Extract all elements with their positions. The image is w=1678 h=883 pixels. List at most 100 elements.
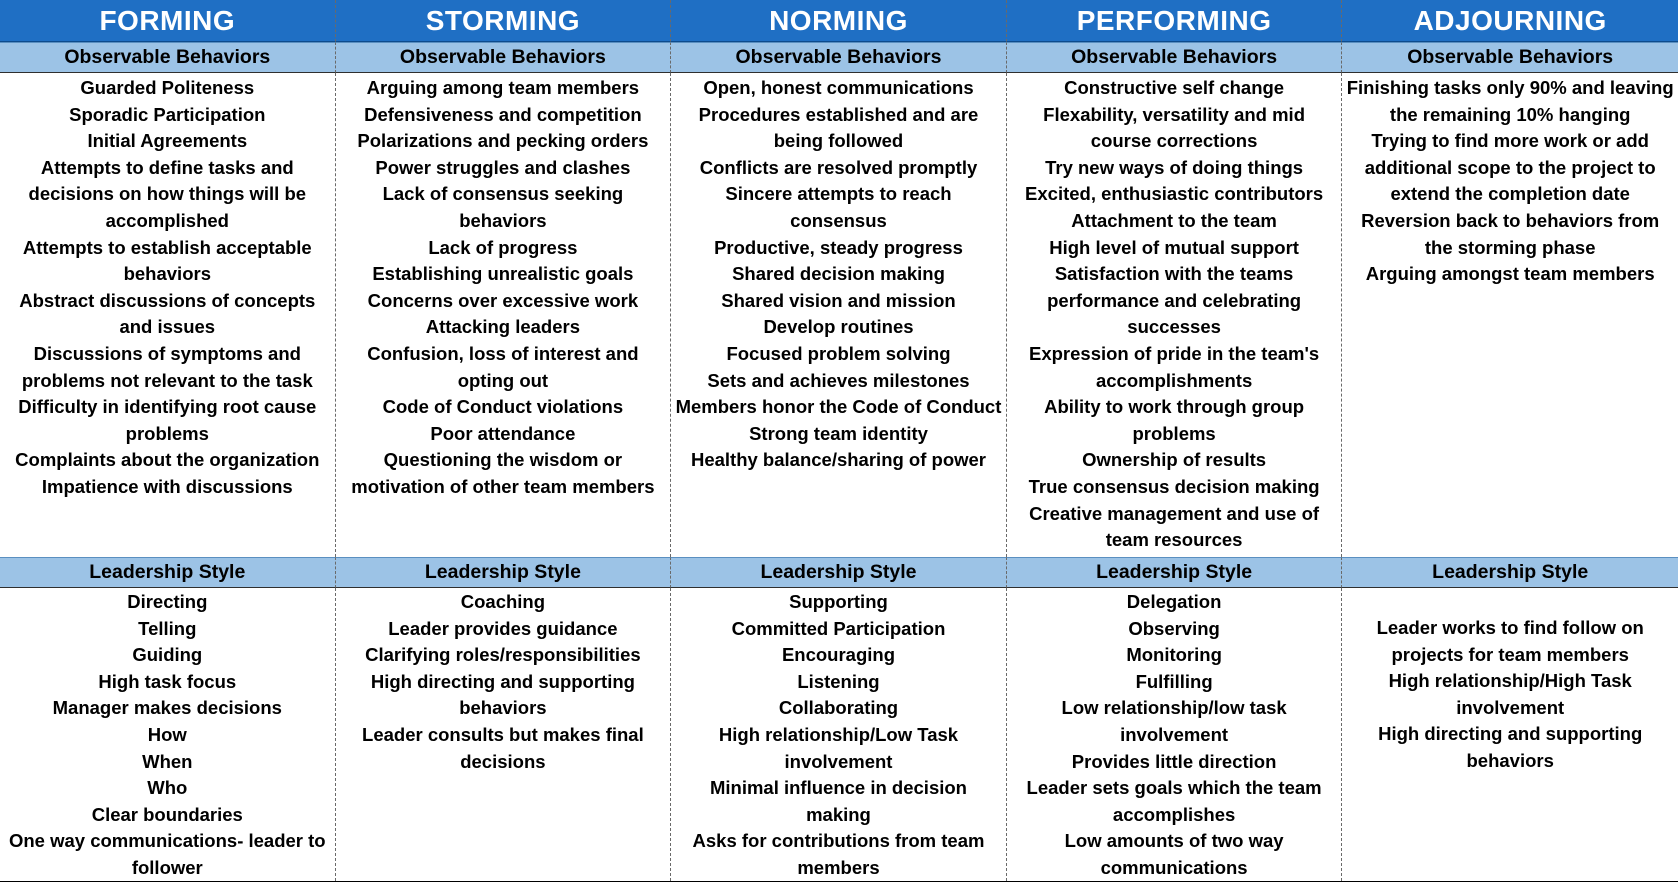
list-item: True consensus decision making <box>1028 475 1320 497</box>
list-item: Reversion back to behaviors from the sto… <box>1361 209 1660 258</box>
list-item: Ability to work through group problems <box>1044 396 1305 444</box>
list-item: Who <box>147 777 188 799</box>
behaviors-cell-adjourning: Finishing tasks only 90% and leaving the… <box>1342 73 1678 557</box>
list-item: Expression of pride in the team's accomp… <box>1028 342 1320 391</box>
list-item: Listening <box>797 670 880 692</box>
list-item: Fulfilling <box>1135 670 1213 692</box>
list-item: Polarizations and pecking orders <box>357 130 649 152</box>
list-item: Lack of progress <box>428 236 578 258</box>
list-item: Guarded Politeness <box>80 77 255 98</box>
leadership-cell-norming: Supporting Committed Participation Encoura… <box>671 588 1007 881</box>
list-item: Minimal influence in decision making <box>709 777 967 825</box>
list-item: Leader provides guidance <box>388 617 618 639</box>
stage-header-performing: PERFORMING <box>1006 0 1343 42</box>
list-item: Attachment to the team <box>1071 209 1277 231</box>
list-item: Guiding <box>132 644 203 666</box>
list-item: Low amounts of two way communications <box>1064 830 1284 878</box>
list-item: Questioning the wisdom or motivation of … <box>351 449 655 497</box>
list-item: Shared decision making <box>732 263 945 285</box>
leadership-list: Directing Telling Guiding High task focus Ma… <box>4 589 331 881</box>
list-item: Monitoring <box>1126 644 1222 666</box>
list-item: Satisfaction with the teams performance … <box>1047 263 1302 338</box>
list-item: Telling <box>138 617 197 639</box>
behaviors-header-performing: Observable Behaviors <box>1006 42 1343 73</box>
list-item: Leader sets goals which the team accompl… <box>1026 777 1322 825</box>
list-item: Poor attendance <box>430 422 576 444</box>
list-item: Confusion, loss of interest and opting o… <box>367 342 639 391</box>
behaviors-list: Open, honest communications Procedures es… <box>675 75 1002 474</box>
list-item: Discussions of symptoms and problems not… <box>21 342 313 391</box>
list-item: Procedures established and are being fol… <box>698 103 979 152</box>
list-item: Trying to find more work or add addition… <box>1364 130 1656 205</box>
list-item: Supporting <box>789 591 888 612</box>
list-item: High level of mutual support <box>1049 236 1299 258</box>
list-item: Arguing among team members <box>366 77 640 98</box>
behaviors-list: Arguing among team members Defensiveness … <box>340 75 667 501</box>
list-item: Low relationship/low task involvement <box>1061 697 1287 745</box>
list-item: Attempts to establish acceptable behavio… <box>22 236 312 285</box>
list-item: Committed Participation <box>731 617 946 639</box>
leadership-header-performing: Leadership Style <box>1006 557 1343 588</box>
list-item: Defensiveness and competition <box>364 103 642 125</box>
stage-header-adjourning: ADJOURNING <box>1342 0 1678 42</box>
list-item: Sporadic Participation <box>69 103 266 125</box>
list-item: Clarifying roles/responsibilities <box>365 644 641 666</box>
list-item: Conflicts are resolved promptly <box>699 156 978 178</box>
list-item: Observing <box>1128 617 1220 639</box>
list-item: Lack of consensus seeking behaviors <box>382 183 624 231</box>
list-item: Establishing unrealistic goals <box>372 263 634 285</box>
list-item: Arguing amongst team members <box>1365 263 1655 285</box>
list-item: Constructive self change <box>1064 77 1285 98</box>
list-item: Attempts to define tasks and decisions o… <box>28 156 307 231</box>
list-item: Members honor the Code of Conduct <box>675 396 1002 418</box>
list-item: One way communications- leader to follow… <box>8 830 326 878</box>
leadership-cell-adjourning: Leader works to find follow on projects … <box>1342 588 1678 881</box>
list-item: Try new ways of doing things <box>1045 156 1304 178</box>
behaviors-cell-forming: Guarded Politeness Sporadic Participation… <box>0 73 336 557</box>
leadership-header-adjourning: Leadership Style <box>1342 557 1678 588</box>
leadership-header-forming: Leadership Style <box>0 557 336 588</box>
list-item: Sincere attempts to reach consensus <box>725 183 952 231</box>
list-item: Attacking leaders <box>425 316 580 338</box>
list-item: Initial Agreements <box>87 130 248 152</box>
list-item: Focused problem solving <box>726 342 951 364</box>
list-item: Abstract discussions of concepts and iss… <box>19 289 316 338</box>
list-item: Shared vision and mission <box>721 289 956 311</box>
list-item: Strong team identity <box>749 422 928 444</box>
list-item: Excited, enthusiastic contributors <box>1025 183 1324 205</box>
behaviors-header-forming: Observable Behaviors <box>0 42 336 73</box>
leadership-cell-performing: Delegation Observing Monitoring Fulfilling L… <box>1007 588 1343 881</box>
behaviors-header-norming: Observable Behaviors <box>671 42 1007 73</box>
list-item: High directing and supporting behaviors <box>1378 723 1643 771</box>
behaviors-list: Guarded Politeness Sporadic Participation… <box>4 75 331 501</box>
list-item: Code of Conduct violations <box>382 396 624 418</box>
list-item: Provides little direction <box>1071 750 1277 772</box>
stage-header-norming: NORMING <box>671 0 1007 42</box>
list-item: Flexability, versatility and mid course … <box>1043 103 1305 152</box>
leadership-header-norming: Leadership Style <box>671 557 1007 588</box>
leadership-list: Leader works to find follow on projects … <box>1346 615 1674 775</box>
leadership-list: Delegation Observing Monitoring Fulfilling L… <box>1011 589 1338 881</box>
leadership-cell-storming: Coaching Leader provides guidance Clarifyi… <box>336 588 672 881</box>
behaviors-list: Constructive self change Flexability, ver… <box>1011 75 1338 554</box>
leadership-header-storming: Leadership Style <box>335 557 672 588</box>
list-item: Difficulty in identifying root cause pro… <box>18 396 317 444</box>
list-item: When <box>142 750 193 772</box>
behaviors-cell-storming: Arguing among team members Defensiveness … <box>336 73 672 557</box>
behaviors-cell-norming: Open, honest communications Procedures es… <box>671 73 1007 557</box>
stage-header-storming: STORMING <box>335 0 672 42</box>
list-item: How <box>147 723 187 745</box>
list-item: Concerns over excessive work <box>367 289 639 311</box>
leadership-cell-forming: Directing Telling Guiding High task focus Ma… <box>0 588 336 881</box>
list-item: Clear boundaries <box>91 803 243 825</box>
list-item: Creative management and use of team reso… <box>1029 502 1320 551</box>
leadership-list: Supporting Committed Participation Encoura… <box>675 589 1002 881</box>
list-item: Manager makes decisions <box>52 697 282 719</box>
list-item: Productive, steady progress <box>714 236 963 258</box>
behaviors-header-adjourning: Observable Behaviors <box>1342 42 1678 73</box>
behaviors-cell-performing: Constructive self change Flexability, ver… <box>1007 73 1343 557</box>
stage-header-forming: FORMING <box>0 0 336 42</box>
list-item: Complaints about the organization <box>15 449 320 471</box>
list-item: High task focus <box>98 670 237 692</box>
list-item: Collaborating <box>778 697 899 719</box>
